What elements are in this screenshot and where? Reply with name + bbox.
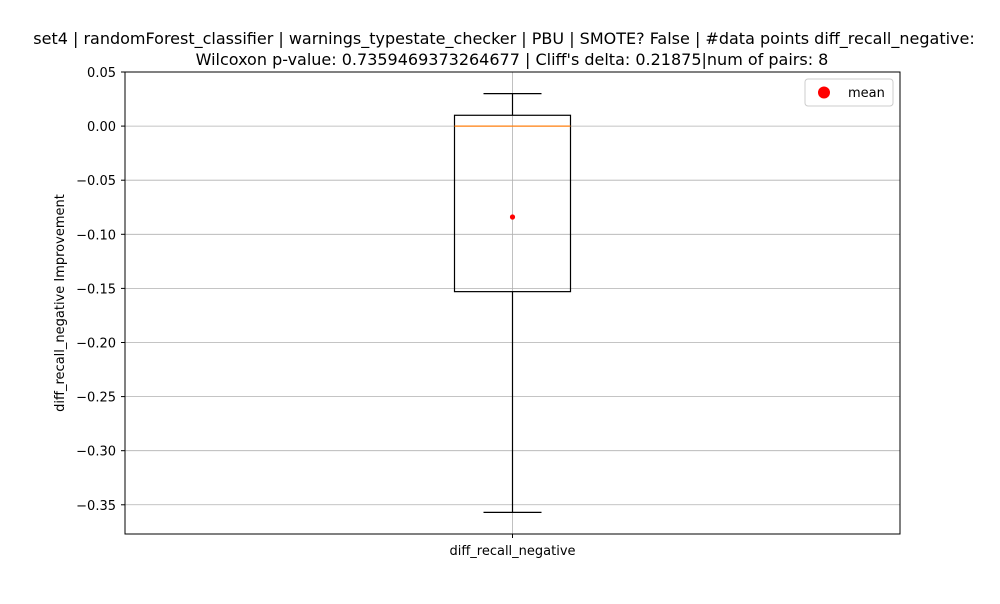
legend-label: mean: [848, 86, 885, 101]
legend-mean-marker: [818, 86, 830, 99]
y-tick-label: −0.25: [76, 391, 116, 406]
y-tick-label: −0.10: [76, 228, 116, 243]
y-tick-label: 0.00: [87, 120, 116, 135]
chart-subtitle: Wilcoxon p-value: 0.7359469373264677 | C…: [196, 50, 829, 69]
x-ticks: diff_recall_negative: [449, 534, 576, 559]
y-tick-label: −0.15: [76, 282, 116, 297]
y-tick-label: −0.30: [76, 445, 116, 460]
chart-title: set4 | randomForest_classifier | warning…: [33, 29, 974, 49]
mean-point: [509, 214, 516, 220]
x-tick-label: diff_recall_negative: [449, 544, 575, 559]
plot-frame: [124, 71, 901, 535]
y-tick-label: −0.05: [76, 174, 116, 189]
legend-frame: [804, 78, 894, 107]
y-axis-label: diff_recall_negative Improvement: [53, 194, 68, 412]
y-tick-label: −0.35: [76, 499, 116, 514]
legend: mean: [804, 78, 894, 107]
y-tick-label: −0.20: [76, 336, 116, 351]
y-tick-label: 0.05: [87, 66, 116, 81]
box-layer: [453, 93, 572, 513]
y-ticks: 0.05 0.00 −0.05 −0.10 −0.15 −0.20 −0.25 −0.30 −0…: [76, 66, 125, 514]
iqr-box: [453, 114, 572, 293]
